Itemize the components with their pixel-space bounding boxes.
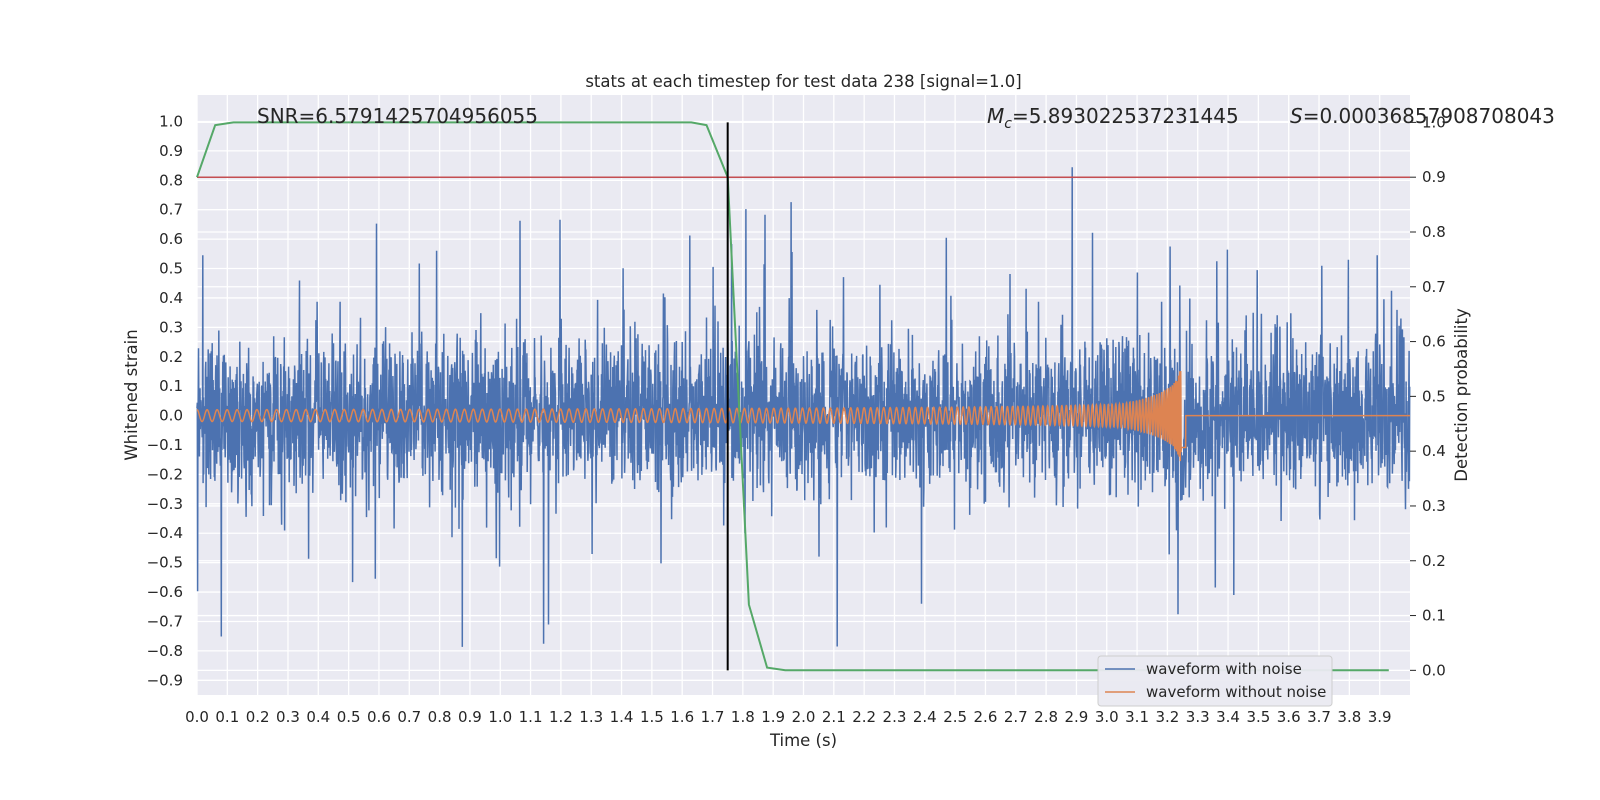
chirp-mass-annotation: Mc=5.893022537231445 bbox=[987, 104, 1239, 132]
x-tick-label: 3.2 bbox=[1155, 708, 1179, 726]
x-tick-label: 0.4 bbox=[306, 708, 330, 726]
y-tick-label: −0.2 bbox=[147, 465, 183, 483]
x-tick-label: 0.3 bbox=[276, 708, 300, 726]
y-tick-label: −0.1 bbox=[147, 436, 183, 454]
y-right-tick-label: 0.2 bbox=[1422, 552, 1446, 570]
y-right-tick-label: 0.3 bbox=[1422, 497, 1446, 515]
y-tick-label: −0.9 bbox=[147, 671, 183, 689]
x-tick-label: 1.1 bbox=[519, 708, 543, 726]
x-tick-label: 3.7 bbox=[1307, 708, 1331, 726]
x-tick-label: 0.6 bbox=[367, 708, 391, 726]
y-tick-label: 1.0 bbox=[159, 112, 183, 130]
y-tick-label: −0.4 bbox=[147, 524, 183, 542]
x-tick-label: 2.9 bbox=[1064, 708, 1088, 726]
grid bbox=[196, 95, 1410, 695]
x-tick-label: 3.3 bbox=[1186, 708, 1210, 726]
x-tick-label: 0.7 bbox=[397, 708, 421, 726]
series-waveform-without-noise bbox=[196, 370, 1410, 462]
snr-annotation: SNR=6.5791425704956055 bbox=[257, 104, 538, 128]
y-right-tick-label: 0.4 bbox=[1422, 442, 1446, 460]
chart-title: stats at each timestep for test data 238… bbox=[585, 72, 1021, 91]
y-tick-label: 0.7 bbox=[159, 201, 183, 219]
y-tick-label: −0.8 bbox=[147, 642, 183, 660]
x-tick-label: 1.0 bbox=[488, 708, 512, 726]
x-tick-label: 2.0 bbox=[792, 708, 816, 726]
x-tick-label: 0.1 bbox=[215, 708, 239, 726]
x-tick-label: 1.6 bbox=[670, 708, 694, 726]
x-tick-label: 1.3 bbox=[579, 708, 603, 726]
y-right-tick-label: 1.0 bbox=[1422, 113, 1446, 131]
x-tick-label: 3.1 bbox=[1125, 708, 1149, 726]
y-right-tick-label: 0.5 bbox=[1422, 387, 1446, 405]
x-tick-label: 0.8 bbox=[428, 708, 452, 726]
x-tick-label: 3.4 bbox=[1216, 708, 1240, 726]
y-right-tick-label: 0.8 bbox=[1422, 223, 1446, 241]
y-axis-label: Whitened strain bbox=[122, 329, 141, 460]
legend: waveform with noise waveform without noi… bbox=[1097, 655, 1333, 707]
y-tick-label: −0.5 bbox=[147, 554, 183, 572]
x-tick-label: 2.5 bbox=[943, 708, 967, 726]
y-right-tick-label: 0.9 bbox=[1422, 168, 1446, 186]
y-tick-label: 0.8 bbox=[159, 171, 183, 189]
x-tick-label: 0.0 bbox=[185, 708, 209, 726]
x-tick-label: 2.1 bbox=[822, 708, 846, 726]
y-tick-label: 0.9 bbox=[159, 142, 183, 160]
x-tick-label: 2.8 bbox=[1034, 708, 1058, 726]
y-tick-label: 0.0 bbox=[159, 407, 183, 425]
legend-box bbox=[1097, 655, 1333, 707]
x-tick-label: 1.7 bbox=[701, 708, 725, 726]
x-tick-label: 1.5 bbox=[640, 708, 664, 726]
x-tick-label: 2.7 bbox=[1004, 708, 1028, 726]
y-tick-label: 0.4 bbox=[159, 289, 183, 307]
clean-line bbox=[196, 370, 1410, 462]
x-tick-label: 0.5 bbox=[337, 708, 361, 726]
y-tick-label: −0.6 bbox=[147, 583, 183, 601]
y-tick-label: 0.5 bbox=[159, 260, 183, 278]
detection-probability-line bbox=[196, 121, 1389, 672]
legend-label-clean: waveform without noise bbox=[1146, 683, 1326, 701]
y-right-tick-label: 0.7 bbox=[1422, 278, 1446, 296]
x-tick-label: 2.4 bbox=[913, 708, 937, 726]
mc-value: =5.893022537231445 bbox=[1012, 104, 1239, 128]
x-tick-label: 3.5 bbox=[1246, 708, 1270, 726]
y-right-tick-label: 0.0 bbox=[1422, 661, 1446, 679]
x-axis-label: Time (s) bbox=[769, 731, 837, 750]
y-tick-label: −0.3 bbox=[147, 495, 183, 513]
overlays bbox=[196, 121, 1410, 672]
x-tick-label: 2.3 bbox=[883, 708, 907, 726]
y-tick-label: 0.3 bbox=[159, 318, 183, 336]
y-tick-label: 0.1 bbox=[159, 377, 183, 395]
x-tick-label: 0.2 bbox=[246, 708, 270, 726]
noise-line bbox=[196, 167, 1411, 647]
y-tick-label: 0.2 bbox=[159, 348, 183, 366]
x-tick-label: 3.6 bbox=[1277, 708, 1301, 726]
y-right-tick-label: 0.1 bbox=[1422, 607, 1446, 625]
x-tick-label: 3.0 bbox=[1095, 708, 1119, 726]
y-axis-right-label: Detection probability bbox=[1452, 308, 1471, 482]
s-symbol: S bbox=[1290, 104, 1303, 128]
x-tick-label: 3.8 bbox=[1337, 708, 1361, 726]
mc-symbol: M bbox=[987, 104, 1004, 128]
legend-label-noise: waveform with noise bbox=[1146, 660, 1302, 678]
x-tick-label: 2.6 bbox=[974, 708, 998, 726]
x-tick-label: 1.2 bbox=[549, 708, 573, 726]
axes: 0.0 0.1 0.2 0.3 0.4 0.5 0.6 0.7 0.8 0.9 1.0 1.1 1.2 1… bbox=[147, 112, 1446, 726]
x-tick-label: 1.9 bbox=[761, 708, 785, 726]
x-tick-label: 0.9 bbox=[458, 708, 482, 726]
x-tick-label: 3.9 bbox=[1368, 708, 1392, 726]
x-tick-label: 2.2 bbox=[852, 708, 876, 726]
mc-subscript: c bbox=[1004, 116, 1012, 132]
y-tick-label: −0.7 bbox=[147, 612, 183, 630]
y-right-tick-label: 0.6 bbox=[1422, 333, 1446, 351]
x-tick-label: 1.8 bbox=[731, 708, 755, 726]
series-waveform-with-noise bbox=[196, 167, 1411, 647]
s-value: =0.00036857908708043 bbox=[1303, 104, 1555, 128]
y-tick-label: 0.6 bbox=[159, 230, 183, 248]
x-tick-label: 1.4 bbox=[610, 708, 634, 726]
s-annotation: S=0.00036857908708043 bbox=[1290, 104, 1555, 128]
